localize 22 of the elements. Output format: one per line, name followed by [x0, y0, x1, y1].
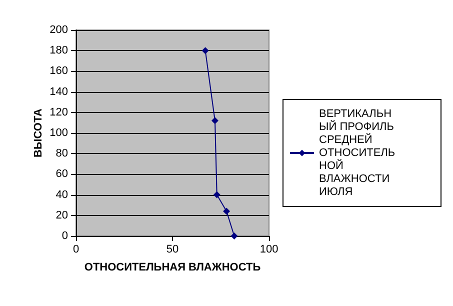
x-tick-label: 0 — [72, 244, 80, 256]
point — [230, 232, 238, 240]
x-tick-label: 100 — [260, 244, 278, 256]
point — [213, 191, 220, 198]
y-tick-label: 100 — [50, 127, 68, 139]
y-tick-label: 120 — [50, 106, 68, 118]
legend-label: ВЕРТИКАЛЬНЫЙ ПРОФИЛЬ СРЕДНЕЙ ОТНОСИТЕЛЬНОЙ ВЛАЖНОСТИ ИЮЛЯ — [319, 108, 398, 198]
y-tick-label: 60 — [56, 168, 68, 180]
y-tick-label: 180 — [50, 44, 68, 57]
y-axis-title: ВЫСОТА — [32, 108, 44, 158]
y-tick-label: 20 — [56, 209, 68, 222]
y-tick-label: 0 — [62, 230, 68, 242]
y-tick-label: 140 — [50, 86, 68, 98]
x-axis-title: ОТНОСИТЕЛЬНАЯ ВЛАЖНОСТЬ — [84, 262, 261, 274]
y-tick-label: 160 — [50, 65, 68, 78]
point — [202, 47, 209, 54]
point — [223, 208, 230, 215]
x-tick-label: 50 — [166, 244, 179, 256]
y-tick-label: 40 — [56, 188, 68, 201]
point — [211, 117, 218, 124]
y-tick-label: 200 — [50, 24, 68, 36]
y-tick-label: 80 — [56, 148, 68, 160]
